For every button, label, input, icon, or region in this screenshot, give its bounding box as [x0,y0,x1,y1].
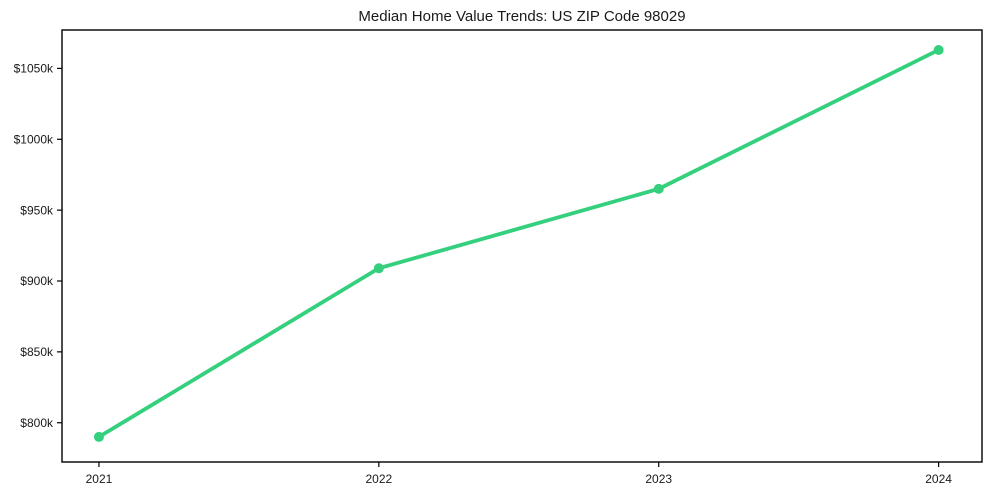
y-tick-label: $800k [20,416,54,430]
x-tick-label: 2022 [365,472,392,486]
axes-frame [61,29,983,463]
chart-title: Median Home Value Trends: US ZIP Code 98… [358,8,686,25]
data-point-marker [653,183,664,194]
y-tick-label: $1050k [14,62,54,76]
y-tick-label: $950k [20,203,54,217]
series-line [97,48,941,439]
y-tick-label: $900k [20,274,54,288]
y-tick-label: $1000k [14,132,54,146]
data-point-marker [933,44,944,55]
x-tick-label: 2021 [86,472,113,486]
data-point-marker [373,263,384,274]
y-tick-label: $850k [20,345,54,359]
x-tick-label: 2023 [645,472,672,486]
x-tick-label: 2024 [925,472,952,486]
data-point-marker [93,431,104,442]
